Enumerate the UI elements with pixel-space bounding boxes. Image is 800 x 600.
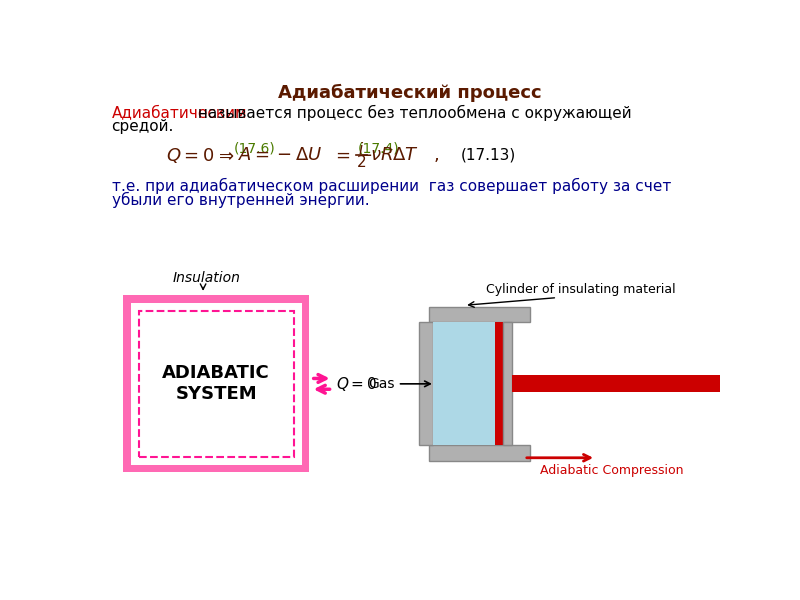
Text: $,$: $,$	[434, 146, 439, 164]
Bar	[419, 322, 434, 445]
Text: $\Rightarrow$: $\Rightarrow$	[214, 146, 234, 164]
Text: $2$: $2$	[356, 154, 366, 170]
Text: (17.6): (17.6)	[234, 141, 276, 155]
Text: Insulation: Insulation	[173, 271, 241, 286]
Bar	[503, 322, 512, 445]
Text: (17.4): (17.4)	[358, 141, 400, 155]
Bar	[123, 295, 310, 472]
Text: $Q = 0$: $Q = 0$	[166, 146, 214, 164]
Text: $Q = 0$: $Q = 0$	[336, 375, 377, 393]
Text: (17.13): (17.13)	[460, 148, 516, 163]
Text: убыли его внутренней энергии.: убыли его внутренней энергии.	[112, 192, 370, 208]
Text: Gas: Gas	[368, 377, 394, 391]
Text: называется процесс без теплообмена с окружающей: называется процесс без теплообмена с окр…	[193, 105, 632, 121]
Text: средой.: средой.	[112, 119, 174, 134]
Bar	[495, 322, 503, 445]
Text: Cylinder of insulating material: Cylinder of insulating material	[486, 283, 675, 296]
Text: $= -$: $= -$	[333, 146, 374, 164]
Bar	[138, 311, 294, 457]
Text: Адиабатическим: Адиабатическим	[112, 105, 247, 120]
Text: ADIABATIC
SYSTEM: ADIABATIC SYSTEM	[162, 364, 270, 403]
Bar	[131, 303, 302, 464]
Bar	[512, 376, 720, 392]
Text: $\nu R\Delta T$: $\nu R\Delta T$	[370, 146, 418, 164]
Text: т.е. при адиабатическом расширении  газ совершает работу за счет: т.е. при адиабатическом расширении газ с…	[112, 178, 671, 194]
Text: $A = -\Delta U$: $A = -\Delta U$	[238, 146, 322, 164]
Text: $i$: $i$	[358, 141, 364, 157]
Bar	[434, 322, 495, 445]
Text: Adiabatic Compression: Adiabatic Compression	[540, 464, 683, 476]
Bar	[430, 307, 530, 322]
Text: Адиабатический процесс: Адиабатический процесс	[278, 83, 542, 102]
Bar	[430, 445, 530, 461]
